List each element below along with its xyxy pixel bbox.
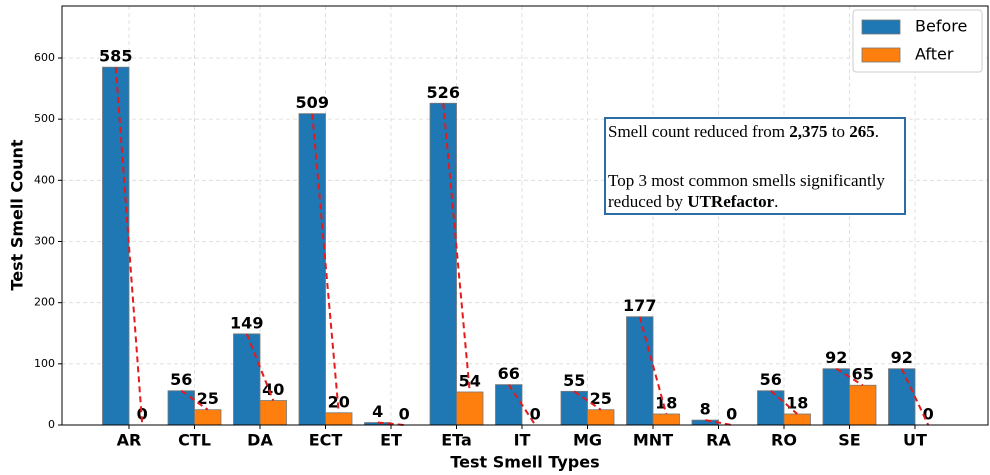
- x-tick-label: ECT: [309, 431, 343, 450]
- trend-line: [573, 390, 602, 411]
- legend-label: After: [915, 45, 954, 64]
- x-tick-label: RO: [771, 431, 797, 450]
- value-label: 25: [197, 389, 219, 408]
- value-label: 8: [700, 400, 711, 419]
- y-tick-label: 500: [34, 112, 55, 125]
- bar: [298, 113, 326, 426]
- bar: [587, 409, 615, 426]
- y-tick-label: 400: [34, 173, 55, 186]
- value-label: 509: [296, 93, 329, 112]
- x-axis-label: Test Smell Types: [450, 453, 599, 472]
- value-label: 92: [891, 348, 913, 367]
- bar: [822, 368, 850, 426]
- bar: [167, 390, 195, 426]
- value-label: 4: [372, 402, 383, 421]
- y-axis-label: Test Smell Count: [8, 139, 27, 290]
- bar: [849, 384, 877, 426]
- value-label: 18: [786, 393, 808, 412]
- x-tick-label: AR: [117, 431, 142, 450]
- y-tick-label: 100: [34, 357, 55, 370]
- x-tick-label: ET: [380, 431, 402, 450]
- trend-line: [442, 103, 471, 393]
- legend-label: Before: [915, 17, 967, 36]
- value-label: 20: [328, 392, 350, 411]
- bar: [888, 368, 916, 426]
- trend-line: [638, 316, 668, 415]
- trend-line: [835, 367, 864, 387]
- value-label: 66: [498, 364, 520, 383]
- legend: Before After: [852, 9, 983, 73]
- legend-swatch: [861, 47, 901, 63]
- bar: [560, 390, 588, 426]
- annotation-run: .: [875, 122, 879, 141]
- bar: [194, 409, 222, 426]
- value-label: 56: [170, 370, 192, 389]
- bar: [783, 413, 811, 426]
- trend-line: [245, 333, 275, 401]
- value-label: 56: [760, 370, 782, 389]
- value-label: 65: [852, 365, 874, 384]
- bar: [456, 391, 484, 426]
- y-tick-label: 300: [34, 234, 55, 247]
- bar: [325, 412, 353, 426]
- annotation-run: Top 3 most common smells significantly: [608, 171, 885, 190]
- x-tick-label: DA: [247, 431, 273, 450]
- annotation-run: 2,375: [789, 122, 827, 141]
- x-tick-label: MNT: [633, 431, 673, 450]
- value-label: 526: [427, 83, 460, 102]
- legend-swatch: [861, 19, 901, 35]
- y-tick-label: 0: [48, 418, 55, 431]
- bar: [233, 333, 261, 426]
- x-tick-label: RA: [706, 431, 731, 450]
- value-label: 25: [590, 389, 612, 408]
- value-label: 0: [923, 405, 934, 424]
- annotation-run: UTRefactor: [687, 192, 774, 211]
- annotation-box: [604, 117, 906, 215]
- annotation-line: reduced by UTRefactor.: [608, 192, 778, 211]
- trend-line: [900, 368, 930, 426]
- annotation-line: Top 3 most common smells significantly: [608, 171, 885, 190]
- trend-line: [180, 389, 209, 411]
- value-label: 54: [459, 371, 481, 390]
- annotation-run: .: [774, 192, 778, 211]
- bar: [495, 384, 523, 426]
- value-label: 585: [99, 47, 132, 66]
- value-label: 0: [399, 405, 410, 424]
- annotation-run: reduced by: [608, 192, 687, 211]
- trend-line: [705, 419, 732, 426]
- bar: [652, 413, 680, 426]
- annotation-run: to: [828, 122, 850, 141]
- trend-line: [311, 113, 340, 413]
- bar: [259, 400, 287, 426]
- bar: [757, 390, 785, 426]
- annotation-run: Smell count reduced from: [608, 122, 789, 141]
- value-label: 0: [726, 405, 737, 424]
- plot-frame: [61, 5, 989, 426]
- bar: [429, 102, 457, 426]
- value-label: 177: [623, 296, 656, 315]
- value-label: 18: [655, 393, 677, 412]
- x-tick-label: UT: [903, 431, 927, 450]
- value-label: 92: [825, 348, 847, 367]
- x-tick-label: CTL: [178, 431, 211, 450]
- bar: [626, 316, 654, 426]
- x-tick-label: SE: [838, 431, 860, 450]
- value-label: 149: [230, 313, 263, 332]
- trend-line: [507, 384, 537, 426]
- trend-line: [770, 389, 798, 415]
- annotation-run: 265: [849, 122, 875, 141]
- x-tick-label: ETa: [441, 431, 472, 450]
- x-tick-label: MG: [573, 431, 602, 450]
- value-label: 55: [563, 371, 585, 390]
- annotation-line: Smell count reduced from 2,375 to 265.: [608, 122, 879, 141]
- y-tick-label: 200: [34, 296, 55, 309]
- y-tick-label: 600: [34, 51, 55, 64]
- x-tick-label: IT: [514, 431, 531, 450]
- value-label: 0: [137, 405, 148, 424]
- bar: [102, 66, 130, 426]
- value-label: 0: [530, 405, 541, 424]
